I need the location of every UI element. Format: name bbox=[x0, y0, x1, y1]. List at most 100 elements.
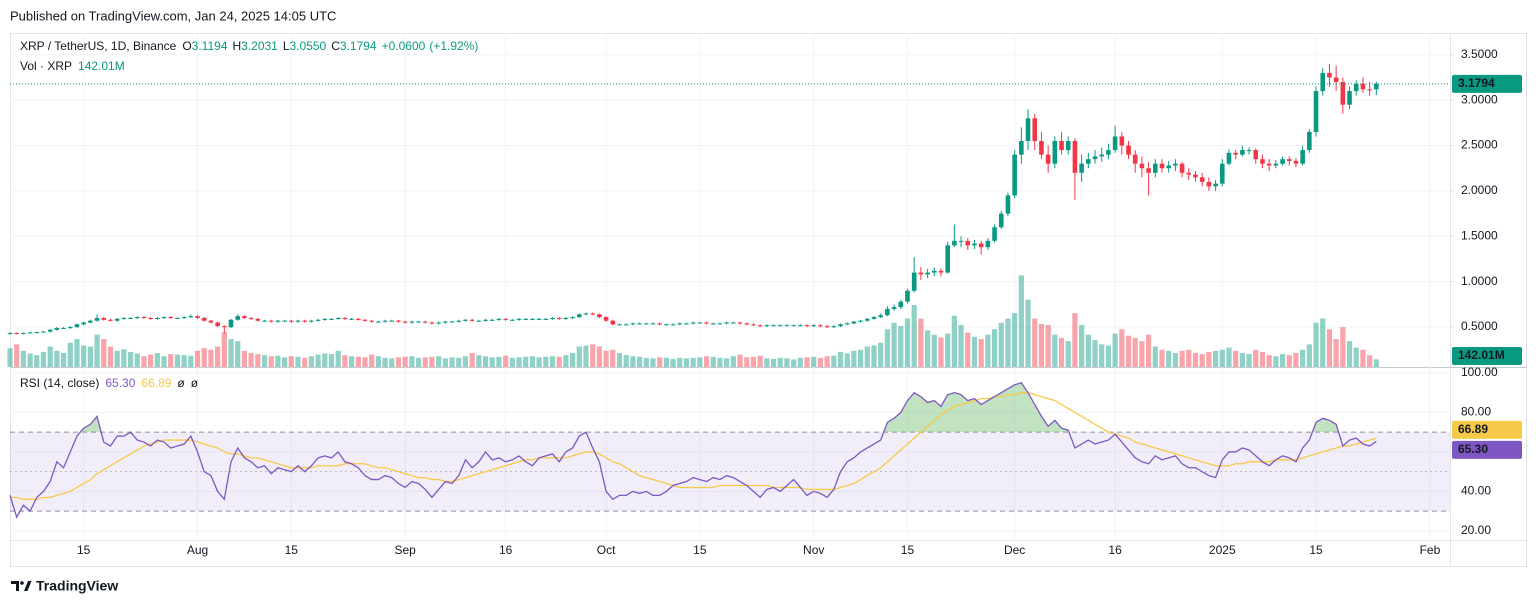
candle-body bbox=[1025, 118, 1031, 142]
volume-bar bbox=[636, 356, 643, 367]
low-value: 3.0550 bbox=[290, 39, 327, 53]
candle-body bbox=[268, 320, 274, 322]
candle-body bbox=[1219, 163, 1225, 184]
candle-body bbox=[436, 322, 441, 324]
candle-body bbox=[1005, 195, 1011, 214]
candle-body bbox=[972, 243, 977, 246]
candle-body bbox=[1179, 163, 1185, 173]
x-tick-label: 15 bbox=[693, 543, 707, 557]
volume-bar bbox=[27, 353, 33, 367]
candle-body bbox=[710, 323, 716, 325]
volume-bar bbox=[482, 356, 489, 367]
candle-body bbox=[376, 321, 381, 323]
volume-bar bbox=[851, 350, 857, 367]
candle-body bbox=[643, 323, 649, 325]
candle-body bbox=[1059, 141, 1064, 151]
volume-bar bbox=[375, 356, 381, 367]
candle-body bbox=[630, 323, 636, 325]
candle-body bbox=[744, 323, 750, 325]
volume-bar bbox=[148, 354, 154, 367]
volume-bar bbox=[107, 346, 114, 367]
candle-body bbox=[1052, 141, 1058, 164]
volume-bar bbox=[757, 355, 763, 367]
volume-bar bbox=[181, 355, 187, 367]
candle-body bbox=[222, 326, 227, 328]
volume-bar bbox=[241, 350, 248, 367]
volume-bar bbox=[509, 357, 515, 367]
rsi-legend: RSI (14, close) 65.30 66.89 ø ø bbox=[20, 376, 199, 390]
x-tick-label: Nov bbox=[803, 543, 824, 557]
candle-body bbox=[322, 318, 328, 320]
candle-body bbox=[751, 324, 756, 326]
volume-bar bbox=[54, 350, 60, 367]
candle-body bbox=[617, 324, 622, 326]
volume-bar bbox=[503, 355, 509, 367]
volume-bar bbox=[127, 351, 134, 367]
volume-bar bbox=[1125, 335, 1132, 367]
volume-bar bbox=[1300, 349, 1306, 367]
volume-bar bbox=[261, 355, 268, 367]
volume-bar bbox=[328, 354, 335, 367]
volume-bar bbox=[570, 352, 576, 367]
candle-body bbox=[637, 323, 642, 325]
x-tick-label: Aug bbox=[187, 543, 208, 557]
candle-body bbox=[469, 319, 475, 321]
volume-bar bbox=[690, 357, 696, 367]
candle-body bbox=[168, 317, 174, 319]
volume-bar bbox=[322, 353, 328, 367]
volume-bar bbox=[1293, 352, 1299, 367]
volume-bar bbox=[188, 355, 194, 367]
candle-body bbox=[865, 318, 870, 321]
x-tick-label: 2025 bbox=[1209, 543, 1236, 557]
candle-body bbox=[335, 317, 341, 319]
candle-body bbox=[1072, 141, 1078, 173]
rsi-tick-label: 100.00 bbox=[1461, 365, 1498, 379]
x-tick-label: Dec bbox=[1004, 543, 1025, 557]
overlay: XRP / TetherUS, 1D, Binance O3.1194 H3.203… bbox=[11, 39, 1522, 594]
candle-body bbox=[262, 320, 267, 322]
volume-bar bbox=[650, 358, 656, 367]
volume-bar bbox=[643, 357, 649, 367]
candle-body bbox=[503, 318, 508, 320]
candle-body bbox=[94, 317, 100, 321]
volume-bar bbox=[770, 358, 777, 367]
x-tick-label: 15 bbox=[901, 543, 915, 557]
candle-body bbox=[1106, 150, 1111, 155]
rsi-ma-line bbox=[10, 392, 1377, 500]
candle-body bbox=[1153, 163, 1158, 173]
candle-body bbox=[1246, 150, 1252, 152]
last-price-tag: 3.1794 bbox=[1458, 76, 1495, 90]
candle-body bbox=[1139, 163, 1145, 169]
volume-bar bbox=[797, 357, 803, 367]
volume-bar bbox=[476, 355, 482, 367]
candle-body bbox=[1333, 77, 1339, 83]
candle-body bbox=[41, 331, 46, 333]
volume-bar bbox=[864, 346, 870, 367]
volume-bar bbox=[1032, 318, 1038, 367]
candle-body bbox=[1079, 163, 1084, 173]
volume-bar bbox=[1012, 313, 1018, 367]
candle-body bbox=[1039, 141, 1044, 155]
tradingview-logo: TradingView bbox=[11, 578, 118, 594]
volume-bar bbox=[730, 356, 736, 367]
candle-body bbox=[737, 322, 743, 324]
volume-bar bbox=[951, 315, 957, 367]
candle-body bbox=[175, 317, 180, 319]
candle-body bbox=[550, 317, 555, 319]
volume-bar bbox=[931, 334, 937, 367]
volume-bar bbox=[469, 352, 475, 367]
volume-bar bbox=[1025, 299, 1031, 367]
candle-body bbox=[108, 319, 113, 321]
volume-bar bbox=[985, 334, 991, 367]
volume-bar bbox=[20, 350, 26, 367]
candle-body bbox=[181, 317, 187, 319]
volume-bar bbox=[1353, 347, 1359, 367]
candle-body bbox=[590, 313, 595, 315]
rsi-name: RSI (14, close) bbox=[20, 376, 99, 390]
x-tick-label: Sep bbox=[394, 543, 416, 557]
volume-bar bbox=[141, 356, 147, 367]
volume-bar bbox=[657, 357, 663, 367]
candle-body bbox=[871, 317, 877, 319]
candle-body bbox=[824, 326, 830, 328]
